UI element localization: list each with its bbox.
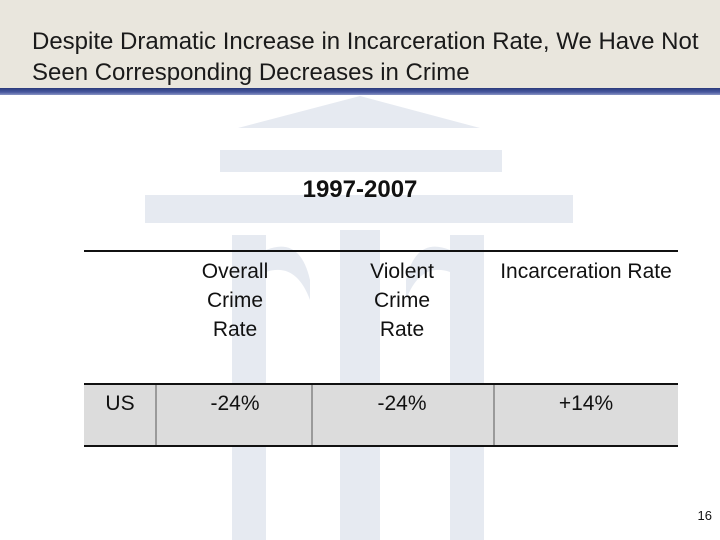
us-incarceration-rate: +14% bbox=[558, 392, 614, 415]
us-overall-crime-rate: -24% bbox=[210, 392, 260, 415]
header-incarceration-rate: Incarceration Rate bbox=[500, 260, 672, 283]
page-number: 16 bbox=[697, 508, 712, 523]
header-bottom-rule bbox=[84, 383, 678, 385]
table-subtitle: 1997-2007 bbox=[302, 176, 418, 203]
us-violent-crime-rate: -24% bbox=[377, 392, 427, 415]
slide-title: Despite Dramatic Increase in Incarcerati… bbox=[32, 28, 699, 86]
column-divider bbox=[311, 385, 313, 445]
row-label-us: US bbox=[105, 392, 135, 415]
title-band bbox=[0, 0, 720, 88]
header-overall-crime-rate: Overall Crime Rate bbox=[201, 260, 269, 341]
table-bottom-rule bbox=[84, 445, 678, 447]
title-rule bbox=[0, 88, 720, 95]
header-violent-crime-rate: Violent Crime Rate bbox=[370, 260, 434, 341]
column-divider bbox=[493, 385, 495, 445]
table-top-rule bbox=[84, 250, 678, 252]
column-divider bbox=[155, 385, 157, 445]
us-row-band bbox=[84, 384, 678, 445]
